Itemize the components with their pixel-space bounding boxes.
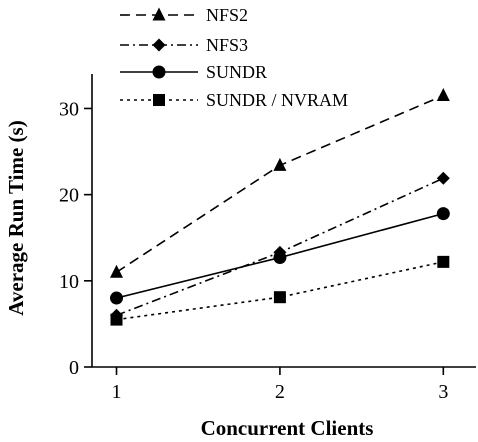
x-tick-label: 1: [112, 381, 122, 403]
plot-area: [110, 88, 450, 326]
legend-label: NFS3: [206, 35, 248, 55]
data-point: [110, 313, 123, 326]
legend-entry: NFS2: [120, 5, 248, 25]
legend-marker: [153, 94, 165, 106]
legend-label: SUNDR / NVRAM: [206, 90, 348, 110]
y-tick-label: 10: [59, 271, 79, 293]
series-sundr-nvram: [110, 255, 450, 326]
series-nfs2: [110, 88, 450, 278]
data-point: [110, 264, 124, 278]
legend: NFS2 NFS3 SUNDR SUNDR / NVRAM: [120, 5, 348, 110]
y-tick-label: 30: [59, 98, 79, 120]
y-axis-title: Average Run Time (s): [4, 120, 28, 315]
x-axis-title: Concurrent Clients: [201, 416, 374, 440]
series-line: [116, 261, 444, 321]
data-point: [436, 207, 450, 221]
x-tick-label: 2: [275, 381, 285, 403]
legend-marker: [152, 38, 166, 52]
axes: 0 10 20 30 1 2 3: [59, 74, 476, 403]
data-point: [273, 251, 287, 265]
legend-label: SUNDR: [206, 62, 267, 82]
legend-entry: SUNDR: [120, 62, 267, 82]
x-tick-label: 3: [438, 381, 448, 403]
series-sundr: [110, 207, 450, 305]
y-tick-label: 20: [59, 185, 79, 207]
data-point: [273, 157, 287, 171]
data-point: [436, 171, 450, 185]
legend-marker: [152, 7, 166, 21]
series-line: [116, 94, 444, 273]
data-point: [437, 255, 450, 268]
legend-entry: NFS3: [120, 35, 248, 55]
legend-label: NFS2: [206, 5, 248, 25]
legend-marker: [152, 65, 166, 79]
data-point: [110, 291, 124, 305]
data-point: [436, 88, 450, 102]
data-point: [273, 291, 286, 304]
y-tick-label: 0: [69, 357, 79, 379]
legend-entry: SUNDR / NVRAM: [120, 90, 348, 110]
